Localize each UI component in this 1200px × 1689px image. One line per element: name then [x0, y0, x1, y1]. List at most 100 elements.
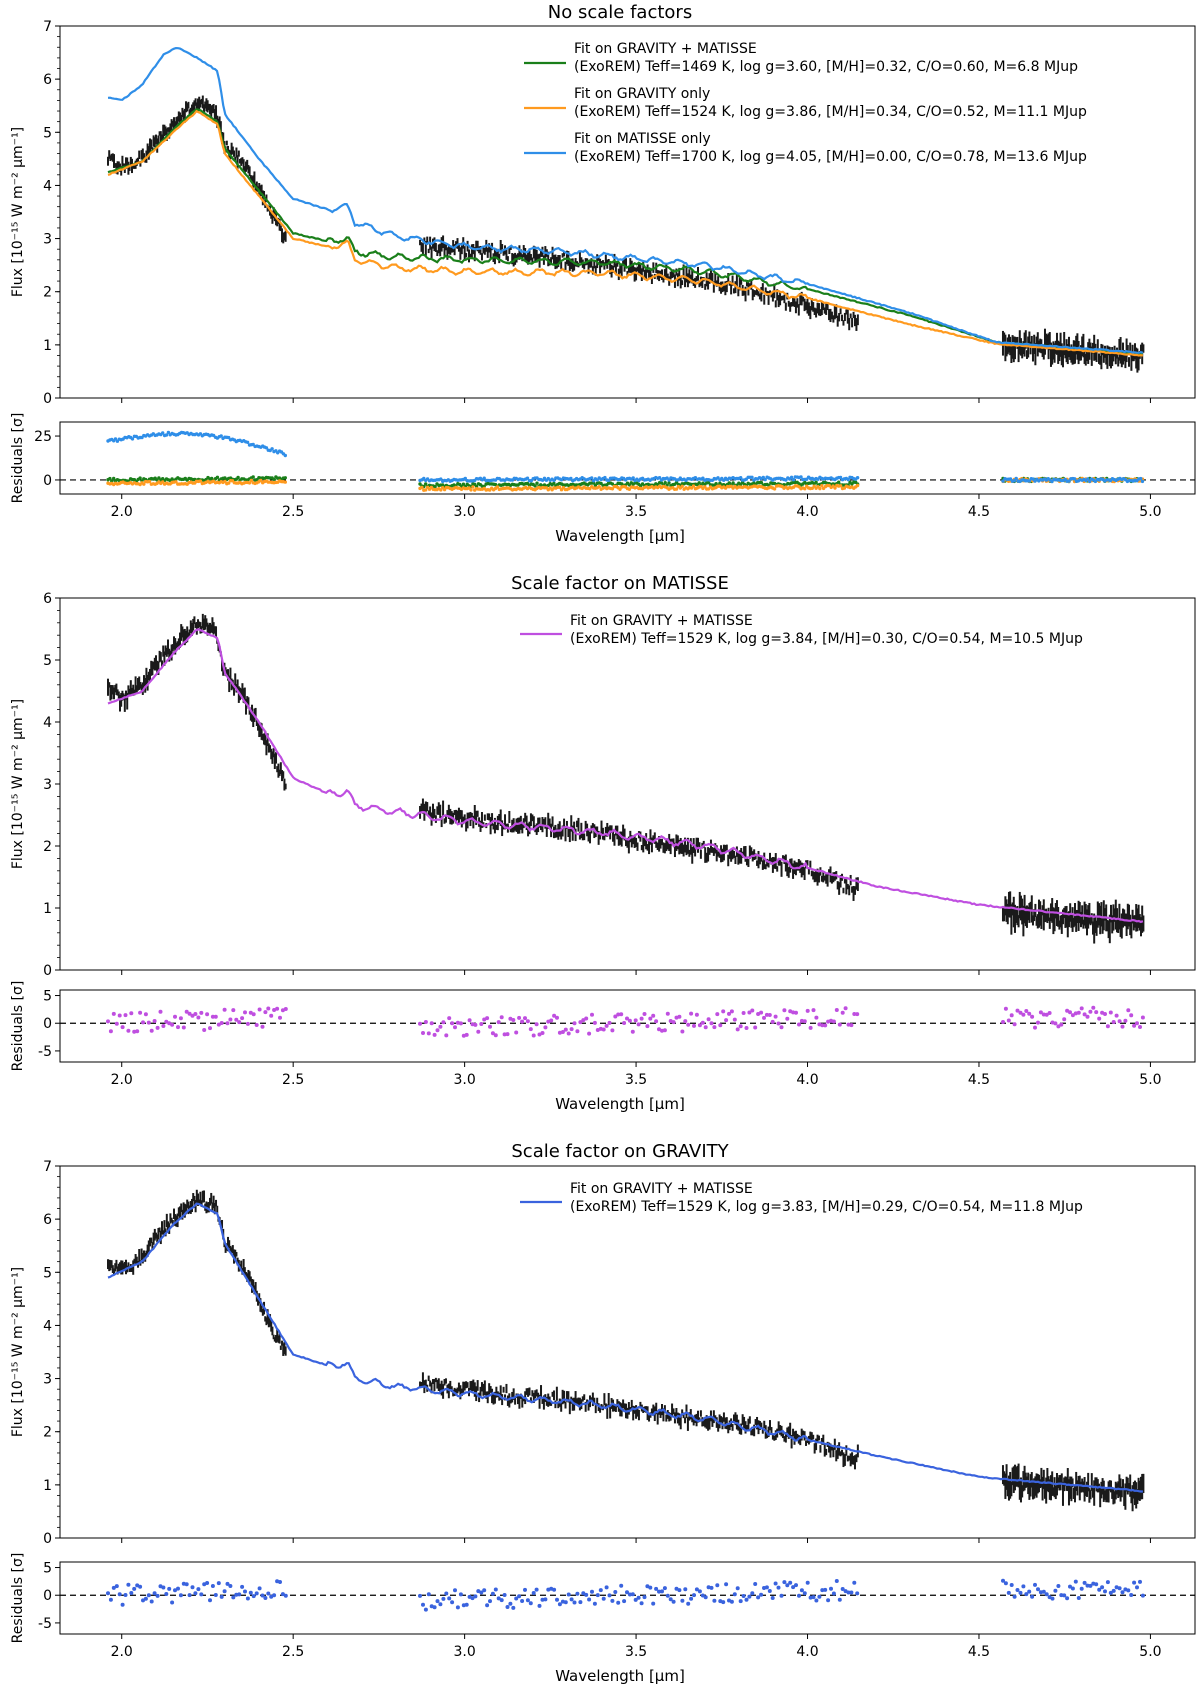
- residual-point: [660, 1589, 664, 1594]
- residual-point: [729, 1009, 734, 1014]
- y-tick-label: 1: [43, 1478, 52, 1494]
- model-line-royalblue: [107, 1202, 1143, 1493]
- residual-point: [164, 433, 169, 437]
- residual-point: [432, 1032, 437, 1037]
- residual-y-tick-label: 0: [43, 473, 52, 489]
- residual-point: [618, 487, 622, 491]
- residual-point: [257, 1586, 262, 1591]
- residual-point: [1123, 1018, 1128, 1023]
- residual-point: [520, 1019, 525, 1024]
- residual-point: [222, 1007, 227, 1012]
- y-tick-label: 2: [43, 1425, 52, 1441]
- residual-point: [423, 1607, 428, 1612]
- y-tick-label: 0: [43, 963, 52, 979]
- residual-point: [712, 1025, 717, 1030]
- residual-point: [603, 475, 607, 480]
- residual-point: [473, 1594, 478, 1599]
- residual-point: [592, 1020, 597, 1025]
- residual-point: [552, 1013, 557, 1018]
- residual-point: [732, 1017, 737, 1022]
- residual-point: [1050, 1596, 1055, 1601]
- residual-point: [508, 1601, 513, 1606]
- residual-point: [117, 1013, 122, 1018]
- residual-point: [231, 1595, 236, 1600]
- residual-point: [473, 1022, 478, 1027]
- residual-point: [213, 1014, 218, 1019]
- residual-point: [802, 1591, 807, 1596]
- residual-point: [619, 1012, 624, 1017]
- residual-point: [834, 1579, 839, 1583]
- residual-point: [759, 480, 764, 485]
- residual-y-tick-label: 5: [43, 1561, 52, 1577]
- residual-point: [1006, 1018, 1011, 1023]
- model-line-orange: [107, 109, 1144, 357]
- residual-point: [834, 1008, 839, 1012]
- residual-point: [791, 478, 796, 482]
- residual-point: [797, 1022, 801, 1027]
- residual-point: [199, 1592, 204, 1597]
- residual-point: [630, 1029, 635, 1034]
- residual-point: [840, 1010, 845, 1015]
- y-tick-label: 3: [43, 1372, 52, 1388]
- residual-y-tick-label: -5: [38, 1044, 52, 1060]
- residual-point: [490, 1591, 495, 1596]
- residual-point: [1105, 1580, 1110, 1585]
- residual-point: [1065, 1596, 1070, 1601]
- residual-point: [482, 476, 486, 480]
- residual-point: [837, 480, 841, 484]
- residual-point: [129, 1591, 134, 1595]
- residual-point: [1100, 1585, 1105, 1590]
- residual-point: [595, 1593, 600, 1598]
- residual-point: [193, 1012, 198, 1016]
- residual-points: [106, 1005, 1145, 1038]
- model-series: [107, 1202, 1143, 1493]
- residual-point: [111, 1585, 116, 1590]
- residual-point: [1103, 1012, 1107, 1016]
- residual-point: [1024, 1009, 1029, 1013]
- legend: Fit on GRAVITY + MATISSE (ExoREM) Teff=1…: [520, 1181, 1083, 1215]
- residual-point: [205, 1581, 210, 1585]
- residual-point: [441, 1020, 446, 1025]
- residual-point: [715, 1583, 720, 1588]
- residual-point: [534, 1587, 539, 1592]
- residual-point: [709, 1021, 714, 1026]
- residual-point: [590, 476, 594, 480]
- residual-point: [429, 1021, 434, 1026]
- residual-point: [642, 1595, 647, 1600]
- residual-point: [782, 1008, 787, 1013]
- residual-point: [439, 488, 443, 492]
- residual-point: [604, 1023, 609, 1028]
- residual-point: [645, 1024, 650, 1029]
- main-plot: 0 1 2 3 4 5 6 7 Flux [10⁻¹⁵ W m⁻² μm⁻¹] Fit on …: [10, 19, 1196, 407]
- residual-point: [1120, 1024, 1125, 1029]
- residual-point: [1056, 1584, 1061, 1588]
- residual-point: [243, 1589, 247, 1594]
- residual-point: [590, 1012, 594, 1017]
- residual-point: [1050, 479, 1054, 484]
- residual-point: [470, 1596, 475, 1601]
- y-tick-label: 6: [43, 72, 52, 88]
- residual-point: [263, 1596, 268, 1600]
- x-axis-ticks: [121, 970, 1151, 975]
- residual-point: [426, 1031, 431, 1036]
- residual-point: [215, 475, 220, 479]
- y-tick-label: 6: [43, 591, 52, 607]
- residual-point: [283, 453, 287, 458]
- residual-point: [245, 1021, 250, 1026]
- residual-point: [639, 1601, 644, 1606]
- residual-point: [785, 1583, 790, 1588]
- legend-label: Fit on GRAVITY only: [574, 86, 710, 102]
- residual-point: [283, 1007, 288, 1011]
- residual-point: [692, 1023, 696, 1028]
- residual-point: [493, 1587, 498, 1592]
- residual-point: [1126, 1588, 1131, 1593]
- y-tick-label: 1: [43, 901, 52, 917]
- residual-point: [1062, 1593, 1067, 1598]
- residual-point: [677, 1588, 682, 1593]
- residual-point: [278, 1015, 282, 1020]
- residual-point: [1015, 1008, 1020, 1013]
- residual-point: [616, 1600, 621, 1605]
- residual-point: [703, 1025, 708, 1030]
- residual-plot: -5 0 5 2.0 2.5 3.0 3.5 4.0 4.5 5.0 Residuals [σ]…: [10, 981, 1196, 1113]
- residual-point: [636, 1022, 641, 1027]
